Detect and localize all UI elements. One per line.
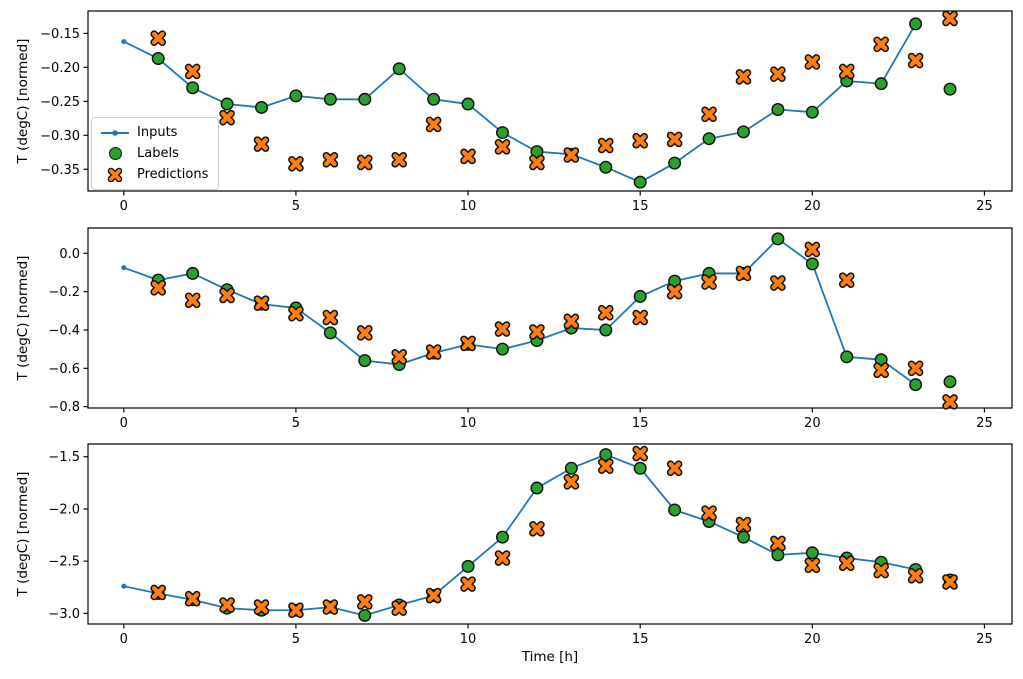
legend-label-inputs: Inputs — [137, 125, 178, 140]
legend-item-predictions: Predictions — [100, 166, 208, 183]
svg-text:−0.25: −0.25 — [40, 95, 80, 110]
svg-text:5: 5 — [292, 416, 300, 431]
inputs-line-icon — [100, 126, 130, 140]
legend-item-labels: Labels — [100, 145, 208, 162]
inputs-line — [123, 238, 917, 386]
legend-box: Inputs Labels Predictions — [91, 117, 220, 190]
inputs-series — [121, 21, 919, 185]
svg-text:−2.5: −2.5 — [48, 555, 80, 570]
legend-label-labels: Labels — [137, 146, 179, 161]
y-ticks: 0.0 −0.2 −0.4 −0.6 −0.8 — [48, 247, 88, 415]
subplot-3: −1.5 −2.0 −2.5 −3.0 0 5 10 15 20 25 — [48, 443, 1013, 647]
svg-text:−1.5: −1.5 — [48, 450, 80, 465]
svg-text:15: 15 — [632, 632, 649, 647]
svg-text:−0.8: −0.8 — [48, 400, 80, 415]
predictions-series — [150, 10, 958, 172]
svg-text:−0.35: −0.35 — [40, 163, 80, 178]
predictions-x-icon — [100, 167, 130, 182]
predictions-series — [150, 445, 958, 619]
subplot-1: −0.15 −0.20 −0.25 −0.30 −0.35 0 5 10 15 20 25 — [40, 10, 1013, 214]
svg-text:10: 10 — [460, 632, 477, 647]
labels-circle-icon — [100, 147, 130, 160]
svg-text:15: 15 — [632, 199, 649, 214]
inputs-series — [121, 452, 919, 618]
subplot-3-y-axis-label: T (degC) [normed] — [15, 471, 31, 597]
svg-text:25: 25 — [976, 416, 993, 431]
inputs-series — [121, 236, 919, 388]
subplot-2: 0.0 −0.2 −0.4 −0.6 −0.8 0 5 10 15 20 25 — [48, 227, 1013, 431]
svg-text:0: 0 — [120, 199, 128, 214]
svg-text:25: 25 — [976, 199, 993, 214]
svg-text:−0.4: −0.4 — [48, 323, 80, 338]
svg-text:25: 25 — [976, 632, 993, 647]
inputs-line — [123, 23, 917, 184]
svg-text:5: 5 — [292, 632, 300, 647]
y-ticks: −1.5 −2.0 −2.5 −3.0 — [48, 450, 88, 622]
x-ticks: 0 5 10 15 20 25 — [120, 408, 993, 431]
svg-text:20: 20 — [804, 199, 821, 214]
svg-text:15: 15 — [632, 416, 649, 431]
svg-text:−0.20: −0.20 — [40, 61, 80, 76]
x-ticks: 0 5 10 15 20 25 — [120, 624, 993, 647]
labels-circle-icon-dot — [108, 147, 122, 160]
svg-text:0.0: 0.0 — [59, 247, 80, 262]
x-ticks: 0 5 10 15 20 25 — [120, 191, 993, 214]
predictions-x-icon-svg — [107, 167, 123, 182]
legend-label-predictions: Predictions — [137, 167, 209, 182]
svg-text:10: 10 — [460, 416, 477, 431]
subplot-2-y-axis-label: T (degC) [normed] — [15, 255, 31, 381]
svg-text:10: 10 — [460, 199, 477, 214]
svg-text:−0.15: −0.15 — [40, 27, 80, 42]
inputs-line-icon-svg — [101, 129, 129, 136]
svg-text:−2.0: −2.0 — [48, 502, 80, 517]
labels-series — [151, 232, 957, 392]
svg-text:0: 0 — [120, 416, 128, 431]
svg-text:−0.30: −0.30 — [40, 129, 80, 144]
labels-series — [151, 17, 957, 189]
y-ticks: −0.15 −0.20 −0.25 −0.30 −0.35 — [40, 27, 88, 178]
labels-series — [151, 448, 957, 622]
x-axis-label: Time [h] — [521, 649, 579, 665]
svg-text:20: 20 — [804, 632, 821, 647]
axes-frame — [87, 227, 1013, 409]
inputs-line — [123, 453, 916, 617]
predictions-series — [150, 241, 958, 410]
svg-text:20: 20 — [804, 416, 821, 431]
axes-frame — [87, 443, 1013, 625]
svg-text:−3.0: −3.0 — [48, 607, 80, 622]
svg-text:0: 0 — [120, 632, 128, 647]
svg-text:5: 5 — [292, 199, 300, 214]
svg-text:−0.2: −0.2 — [48, 285, 80, 300]
legend-item-inputs: Inputs — [100, 124, 208, 141]
svg-text:−0.6: −0.6 — [48, 362, 80, 377]
subplot-1-y-axis-label: T (degC) [normed] — [15, 38, 31, 164]
